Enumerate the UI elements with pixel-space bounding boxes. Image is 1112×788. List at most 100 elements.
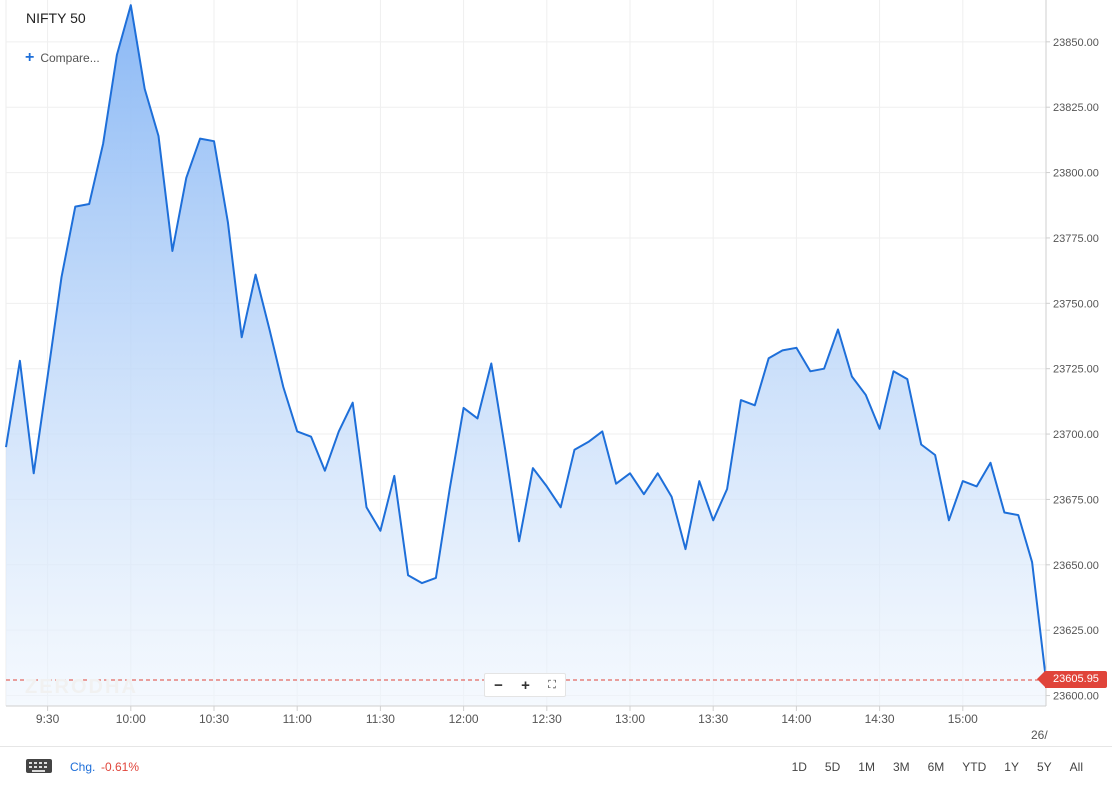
data-point bbox=[227, 221, 229, 223]
data-point bbox=[865, 394, 867, 396]
data-point bbox=[615, 483, 617, 485]
fullscreen-icon[interactable]: ⛶ bbox=[548, 678, 556, 691]
data-point bbox=[684, 548, 686, 550]
data-point bbox=[920, 443, 922, 445]
data-point bbox=[282, 386, 284, 388]
data-point bbox=[213, 140, 215, 142]
data-point bbox=[629, 472, 631, 474]
data-point bbox=[934, 454, 936, 456]
data-point bbox=[296, 430, 298, 432]
data-point bbox=[144, 88, 146, 90]
data-point bbox=[1003, 511, 1005, 513]
data-point bbox=[546, 485, 548, 487]
data-point bbox=[421, 582, 423, 584]
y-tick-label: 23850.00 bbox=[1053, 37, 1099, 49]
data-point bbox=[449, 488, 451, 490]
x-tick-label: 13:30 bbox=[698, 712, 728, 726]
y-tick-label: 23825.00 bbox=[1053, 102, 1099, 114]
data-point bbox=[435, 577, 437, 579]
data-point bbox=[989, 462, 991, 464]
change-label: Chg. bbox=[70, 760, 96, 774]
data-point bbox=[5, 446, 7, 448]
data-point bbox=[46, 375, 48, 377]
range-5d[interactable]: 5D bbox=[824, 760, 841, 774]
data-point bbox=[60, 276, 62, 278]
data-point bbox=[254, 273, 256, 275]
data-point bbox=[1031, 561, 1033, 563]
footer-bar: Chg. -0.61% 1D 5D 1M 3M 6M YTD 1Y 5Y All bbox=[0, 746, 1112, 788]
y-tick-label: 23775.00 bbox=[1053, 233, 1099, 245]
y-tick-label: 23725.00 bbox=[1053, 364, 1099, 376]
x-axis: 9:30 10:00 10:30 11:00 11:30 12:00 12:30 13:00 1… bbox=[6, 705, 1048, 742]
data-point bbox=[809, 370, 811, 372]
data-point bbox=[504, 449, 506, 451]
x-tick-label: 9:30 bbox=[36, 712, 60, 726]
compare-label: Compare... bbox=[40, 51, 100, 65]
range-6m[interactable]: 6M bbox=[927, 760, 945, 774]
data-point bbox=[33, 472, 35, 474]
data-point bbox=[476, 417, 478, 419]
range-3m[interactable]: 3M bbox=[892, 760, 910, 774]
data-point bbox=[490, 362, 492, 364]
x-tick-label: 14:30 bbox=[865, 712, 895, 726]
watermark-logo: ZERODHA bbox=[25, 676, 138, 698]
data-point bbox=[657, 472, 659, 474]
data-point bbox=[906, 378, 908, 380]
range-5y[interactable]: 5Y bbox=[1036, 760, 1052, 774]
data-point bbox=[19, 360, 21, 362]
compare-button[interactable]: + Compare... bbox=[25, 50, 100, 66]
range-1m[interactable]: 1M bbox=[858, 760, 875, 774]
range-all[interactable]: All bbox=[1069, 760, 1083, 774]
series-line bbox=[5, 4, 1047, 681]
x-tick-label: 12:30 bbox=[532, 712, 562, 726]
data-point bbox=[379, 530, 381, 532]
data-point bbox=[726, 488, 728, 490]
data-point bbox=[643, 493, 645, 495]
zoom-out-button[interactable]: − bbox=[494, 676, 503, 694]
data-point bbox=[573, 449, 575, 451]
data-point bbox=[712, 519, 714, 521]
data-point bbox=[241, 336, 243, 338]
data-point bbox=[740, 399, 742, 401]
data-point bbox=[462, 407, 464, 409]
data-point bbox=[324, 470, 326, 472]
data-point bbox=[74, 205, 76, 207]
data-point bbox=[754, 404, 756, 406]
chart-title: NIFTY 50 bbox=[26, 10, 86, 26]
data-point bbox=[587, 441, 589, 443]
data-point bbox=[851, 375, 853, 377]
keyboard-icon[interactable] bbox=[26, 759, 52, 773]
data-point bbox=[670, 496, 672, 498]
x-tick-label: 10:30 bbox=[199, 712, 229, 726]
zoom-controls: − + ⛶ bbox=[484, 673, 566, 697]
data-point bbox=[407, 574, 409, 576]
x-tick-label: 11:00 bbox=[283, 712, 312, 726]
data-point bbox=[962, 480, 964, 482]
data-point bbox=[310, 436, 312, 438]
data-point bbox=[365, 506, 367, 508]
zoom-in-button[interactable]: + bbox=[521, 676, 530, 694]
last-price-badge: 23605.95 bbox=[1037, 671, 1107, 689]
range-1d[interactable]: 1D bbox=[791, 760, 807, 774]
data-point bbox=[199, 137, 201, 139]
range-1y[interactable]: 1Y bbox=[1004, 760, 1019, 774]
data-point bbox=[948, 519, 950, 521]
y-tick-label: 23800.00 bbox=[1053, 168, 1099, 180]
data-point bbox=[698, 480, 700, 482]
chart-area-layer bbox=[5, 4, 1047, 706]
data-point bbox=[892, 370, 894, 372]
range-ytd[interactable]: YTD bbox=[962, 760, 987, 774]
data-point bbox=[171, 250, 173, 252]
date-label: 26/ bbox=[1031, 728, 1048, 742]
data-point bbox=[102, 143, 104, 145]
data-point bbox=[130, 4, 132, 6]
data-point bbox=[185, 177, 187, 179]
data-point bbox=[352, 402, 354, 404]
data-point bbox=[116, 54, 118, 56]
data-point bbox=[976, 485, 978, 487]
x-tick-label: 14:00 bbox=[781, 712, 811, 726]
x-tick-label: 15:00 bbox=[948, 712, 978, 726]
x-tick-label: 13:00 bbox=[615, 712, 645, 726]
data-point bbox=[532, 467, 534, 469]
